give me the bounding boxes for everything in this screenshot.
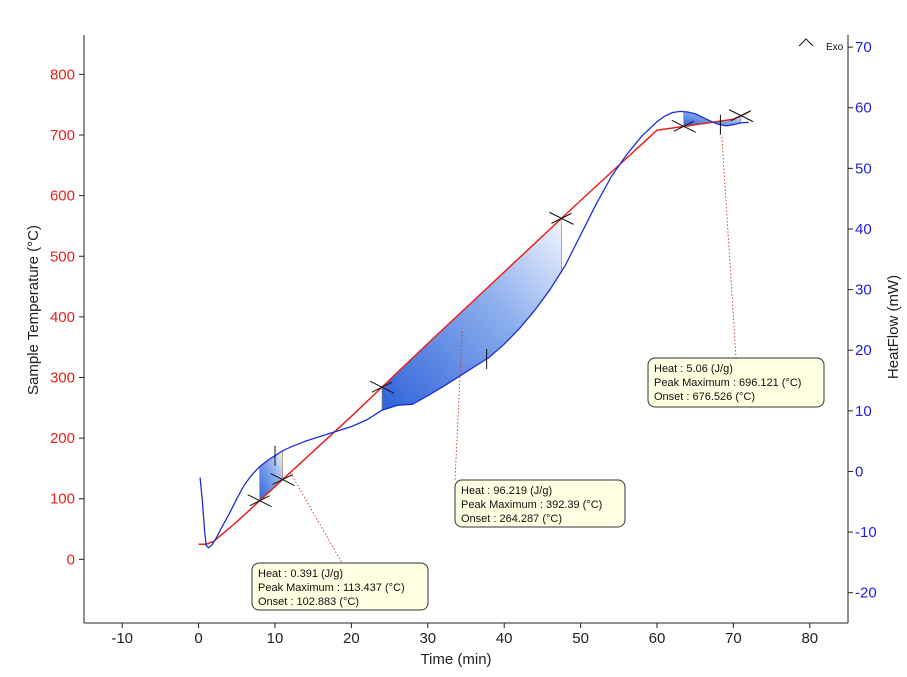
y-left-tick-label: 500 bbox=[50, 248, 75, 265]
peak-area bbox=[381, 217, 562, 411]
x-tick-label: 70 bbox=[725, 630, 742, 647]
y-right-tick-label: 70 bbox=[855, 39, 872, 56]
x-tick-label: -10 bbox=[111, 630, 133, 647]
x-tick-label: 10 bbox=[267, 630, 284, 647]
annotation-peak-max: Peak Maximum : 113.437 (°C) bbox=[258, 582, 405, 594]
y-right-tick-label: -20 bbox=[855, 585, 877, 602]
annotation-onset: Onset : 264.287 (°C) bbox=[461, 513, 562, 525]
heatflow-line bbox=[199, 110, 749, 549]
series-layer bbox=[198, 110, 750, 549]
y-left-tick-label: 0 bbox=[67, 551, 75, 568]
annotation-peak-max: Peak Maximum : 392.39 (°C) bbox=[461, 499, 602, 511]
y-right-tick-label: 10 bbox=[855, 403, 872, 420]
x-tick-label: 0 bbox=[194, 630, 202, 647]
y-left-tick-label: 400 bbox=[50, 309, 75, 326]
x-axis-label: Time (min) bbox=[420, 651, 491, 668]
y-right-tick-label: 0 bbox=[855, 463, 863, 480]
annotation-heat: Heat : 0.391 (J/g) bbox=[258, 568, 343, 580]
y-right-tick-label: 50 bbox=[855, 160, 872, 177]
limit-marker bbox=[272, 474, 293, 486]
temperature-line bbox=[198, 111, 750, 545]
y-right-tick-label: 60 bbox=[855, 100, 872, 117]
x-tick-label: 40 bbox=[496, 630, 513, 647]
peak-fill-layer bbox=[259, 111, 742, 502]
peak-annotation: Heat : 96.219 (J/g) Peak Maximum : 392.39… bbox=[454, 331, 626, 528]
x-tick-label: 50 bbox=[572, 630, 589, 647]
peak-annotation: Heat : 0.391 (J/g) Peak Maximum : 113.437… bbox=[251, 472, 429, 611]
y-left-tick-label: 300 bbox=[50, 369, 75, 386]
y-right-axis-label: HeatFlow (mW) bbox=[885, 275, 902, 379]
ticks-layer: -10 0 10 20 30 40 50 60 70 8001002003004005006007… bbox=[50, 39, 877, 647]
annotation-onset: Onset : 676.526 (°C) bbox=[654, 391, 755, 403]
exo-indicator: Exo bbox=[798, 38, 844, 53]
annotation-layer: Heat : 0.391 (J/g) Peak Maximum : 113.437… bbox=[251, 136, 825, 611]
y-left-tick-label: 800 bbox=[50, 66, 75, 83]
marker-layer bbox=[247, 109, 754, 508]
x-tick-label: 60 bbox=[649, 630, 666, 647]
limit-marker bbox=[249, 495, 270, 507]
plot-frame bbox=[83, 35, 849, 624]
limit-marker bbox=[371, 381, 393, 393]
annotation-leader bbox=[721, 136, 737, 359]
y-left-tick-label: 200 bbox=[50, 430, 75, 447]
annotation-box bbox=[454, 479, 626, 528]
annotation-box bbox=[251, 562, 429, 611]
limit-marker bbox=[730, 110, 752, 122]
annotation-leader bbox=[454, 331, 463, 481]
annotation-peak-max: Peak Maximum : 696.121 (°C) bbox=[654, 377, 801, 389]
y-left-tick-label: 100 bbox=[50, 491, 75, 508]
annotation-box bbox=[647, 357, 825, 408]
peak-annotation: Heat : 5.06 (J/g) Peak Maximum : 696.121 … bbox=[647, 136, 825, 408]
y-right-tick-label: 40 bbox=[855, 221, 872, 238]
limit-marker bbox=[673, 120, 694, 132]
annotation-heat: Heat : 96.219 (J/g) bbox=[461, 485, 552, 497]
y-left-tick-label: 700 bbox=[50, 127, 75, 144]
annotation-leader bbox=[289, 472, 343, 564]
y-left-tick-label: 600 bbox=[50, 188, 75, 205]
y-right-tick-label: 30 bbox=[855, 282, 872, 299]
x-tick-label: 20 bbox=[343, 630, 360, 647]
y-right-tick-label: -10 bbox=[855, 524, 877, 541]
annotation-onset: Onset : 102.883 (°C) bbox=[258, 596, 359, 608]
y-left-axis-label: Sample Temperature (°C) bbox=[25, 225, 42, 395]
exo-arrow-icon bbox=[798, 38, 814, 47]
x-tick-label: 80 bbox=[801, 630, 818, 647]
y-right-tick-label: 20 bbox=[855, 342, 872, 359]
exo-label: Exo bbox=[826, 42, 844, 53]
limit-marker bbox=[551, 212, 572, 224]
x-tick-label: 30 bbox=[419, 630, 436, 647]
annotation-heat: Heat : 5.06 (J/g) bbox=[654, 363, 733, 375]
